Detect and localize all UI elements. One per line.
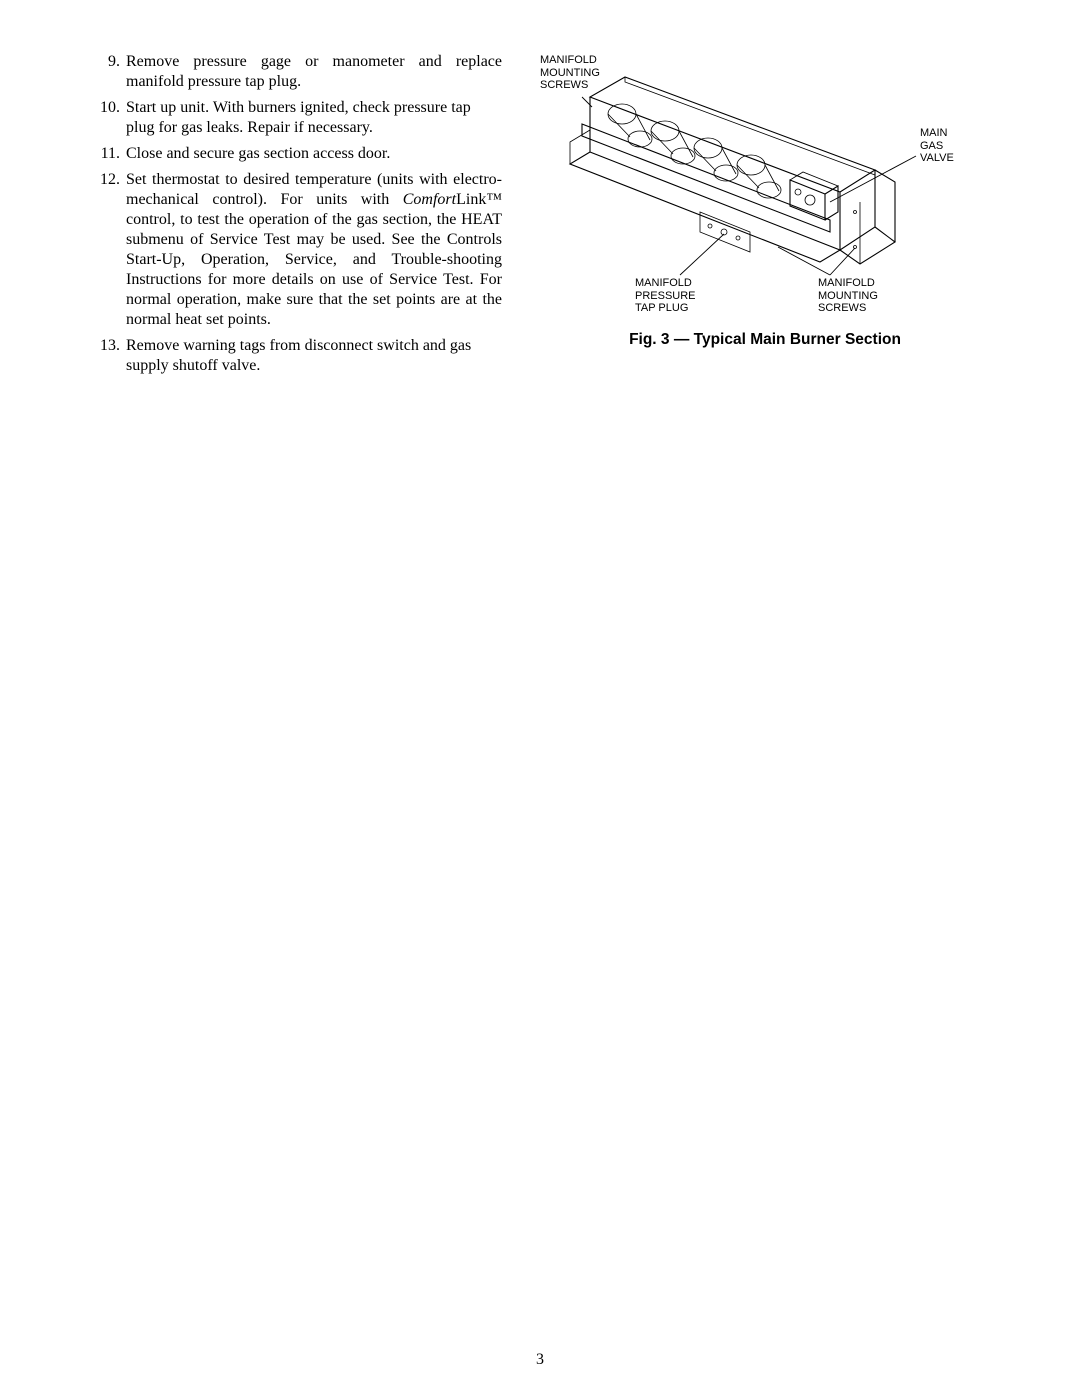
- page-number: 3: [0, 1351, 1080, 1369]
- text-run: Link™ control, to test the operation of …: [126, 191, 502, 328]
- callout-top-left: MANIFOLDMOUNTINGSCREWS: [540, 54, 600, 92]
- figure-caption: Fig. 3 — Typical Main Burner Section: [530, 331, 1000, 349]
- instruction-list: 9. Remove pressure gage or manometer and…: [88, 52, 502, 382]
- list-item: 13. Remove warning tags from disconnect …: [88, 336, 502, 376]
- item-number: 12.: [88, 170, 126, 330]
- item-text: Remove warning tags from disconnect swit…: [126, 336, 502, 376]
- italic-run: Comfort: [403, 191, 456, 208]
- list-item: 9. Remove pressure gage or manometer and…: [88, 52, 502, 92]
- item-number: 9.: [88, 52, 126, 92]
- figure-area: MANIFOLDMOUNTINGSCREWS MAINGASVALVE MANI…: [530, 52, 1000, 349]
- item-text: Start up unit. With burners ignited, che…: [126, 98, 502, 138]
- callout-bot-right: MANIFOLDMOUNTINGSCREWS: [818, 277, 878, 315]
- item-number: 10.: [88, 98, 126, 138]
- item-text: Remove pressure gage or manometer and re…: [126, 52, 502, 92]
- callout-bot-left: MANIFOLDPRESSURETAP PLUG: [635, 277, 696, 315]
- item-number: 13.: [88, 336, 126, 376]
- item-text: Close and secure gas section access door…: [126, 144, 502, 164]
- document-page: 9. Remove pressure gage or manometer and…: [0, 0, 1080, 1397]
- list-item: 12. Set thermostat to desired temperatur…: [88, 170, 502, 330]
- item-text: Set thermostat to desired temperature (u…: [126, 170, 502, 330]
- burner-diagram: [530, 52, 1000, 320]
- list-item: 11. Close and secure gas section access …: [88, 144, 502, 164]
- list-item: 10. Start up unit. With burners ignited,…: [88, 98, 502, 138]
- callout-right: MAINGASVALVE: [920, 127, 954, 165]
- item-number: 11.: [88, 144, 126, 164]
